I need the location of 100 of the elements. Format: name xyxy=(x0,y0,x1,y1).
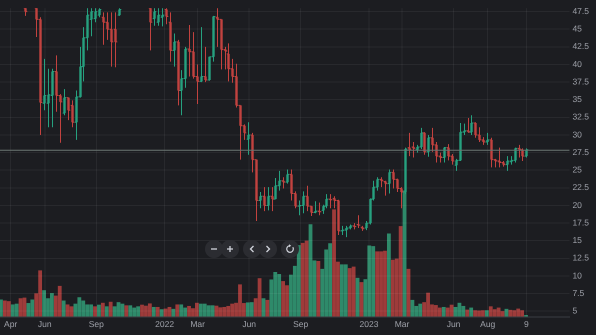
bar xyxy=(238,284,242,317)
y-tick-label: 15 xyxy=(572,235,582,246)
bar xyxy=(458,302,462,317)
bar xyxy=(112,306,116,317)
bar xyxy=(148,303,152,317)
bar xyxy=(300,242,305,317)
y-tick-label: 22.5 xyxy=(572,182,590,192)
bar xyxy=(406,268,410,317)
bar xyxy=(164,308,168,317)
bar xyxy=(2,300,7,317)
bar xyxy=(352,266,356,317)
bar xyxy=(496,308,501,317)
bar xyxy=(360,282,364,317)
bar xyxy=(504,308,508,317)
y-tick-label: 25 xyxy=(572,164,582,175)
bar xyxy=(250,302,254,317)
bar xyxy=(348,268,352,317)
y-tick-label: 27.5 xyxy=(572,146,590,157)
bar xyxy=(508,310,512,317)
y-tick-label: 5 xyxy=(572,306,578,316)
bar xyxy=(379,251,383,317)
bar xyxy=(42,290,46,317)
y-tick-label: 20 xyxy=(572,200,582,210)
bar xyxy=(214,306,218,317)
bar xyxy=(328,243,332,317)
bar xyxy=(316,261,320,317)
y-tick-label: 12.5 xyxy=(572,252,590,263)
x-tick-label: Jun xyxy=(242,319,256,330)
bar xyxy=(202,304,207,317)
x-tick-label: Sep xyxy=(88,319,104,330)
bar xyxy=(386,234,391,317)
bar xyxy=(266,300,270,317)
bar xyxy=(308,224,312,317)
bar xyxy=(18,298,22,317)
bar xyxy=(210,305,214,317)
y-tick-label: 32.5 xyxy=(572,112,590,122)
bar xyxy=(258,278,262,317)
bar xyxy=(481,310,485,317)
bar xyxy=(140,304,144,317)
x-tick-label: 2023 xyxy=(360,319,379,330)
y-tick-label: 42.5 xyxy=(572,41,590,52)
x-tick-label: Mar xyxy=(190,319,206,330)
bar xyxy=(418,304,422,317)
bar xyxy=(356,278,360,317)
bar xyxy=(97,304,101,317)
bar xyxy=(26,303,30,317)
bar xyxy=(22,298,26,317)
bar xyxy=(367,246,372,317)
bar xyxy=(375,251,380,317)
bar xyxy=(340,264,344,317)
bar xyxy=(383,250,387,317)
bar xyxy=(332,209,336,317)
y-tick-label: 37.5 xyxy=(572,76,590,86)
y-tick-label: 30 xyxy=(572,129,582,140)
bar xyxy=(390,260,395,317)
bar xyxy=(285,285,289,317)
y-tick-label: 45 xyxy=(572,24,582,34)
bar xyxy=(0,300,3,317)
bar xyxy=(434,305,438,317)
y-tick-label: 10 xyxy=(572,270,582,280)
bar xyxy=(160,309,164,317)
bar xyxy=(454,306,458,317)
bar xyxy=(136,306,140,317)
bar xyxy=(66,304,70,317)
x-tick-label: Jun xyxy=(38,319,52,330)
x-tick-label: 2022 xyxy=(155,319,174,330)
bar xyxy=(371,246,376,317)
bar xyxy=(206,305,211,317)
bar xyxy=(187,306,191,317)
bar xyxy=(398,226,403,317)
bar xyxy=(520,310,524,317)
y-tick-label: 7.5 xyxy=(572,288,585,298)
bar xyxy=(273,272,278,317)
bar xyxy=(450,304,454,317)
bar xyxy=(81,300,86,317)
bar xyxy=(473,310,477,317)
x-tick-label: Apr xyxy=(4,319,18,330)
bar xyxy=(500,311,504,317)
y-tick-label: 17.5 xyxy=(572,217,590,228)
bar xyxy=(194,302,199,317)
y-tick-label: 35 xyxy=(572,94,582,104)
bar xyxy=(30,300,34,317)
bar xyxy=(50,293,54,317)
x-tick-label: 9 xyxy=(524,319,529,330)
x-tick-label: Mar xyxy=(394,319,410,330)
bar xyxy=(70,306,74,317)
bar xyxy=(168,306,172,317)
bar xyxy=(344,264,348,317)
bar xyxy=(484,310,489,317)
bar xyxy=(144,306,148,317)
bar xyxy=(14,304,19,317)
bar xyxy=(218,307,222,317)
bar xyxy=(120,304,124,317)
bar xyxy=(230,304,234,317)
x-tick-label: Sep xyxy=(293,319,309,330)
bar xyxy=(262,298,266,317)
bar xyxy=(77,297,82,317)
bar xyxy=(171,308,176,317)
bar xyxy=(304,240,308,317)
bar xyxy=(277,274,282,317)
